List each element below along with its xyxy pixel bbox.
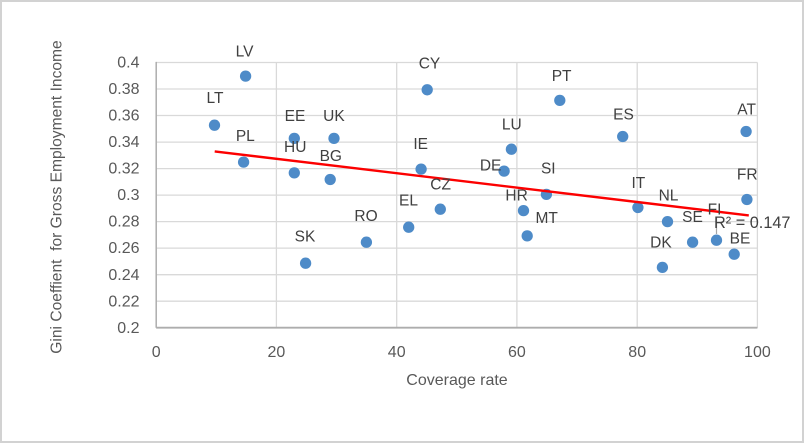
svg-text:20: 20 bbox=[268, 344, 286, 361]
svg-text:SK: SK bbox=[295, 229, 316, 246]
svg-text:PT: PT bbox=[552, 68, 572, 85]
svg-text:EE: EE bbox=[285, 108, 306, 125]
svg-text:CZ: CZ bbox=[430, 177, 451, 194]
svg-text:ES: ES bbox=[613, 107, 634, 124]
svg-text:DK: DK bbox=[650, 234, 672, 251]
svg-text:AT: AT bbox=[737, 102, 756, 119]
svg-text:0.32: 0.32 bbox=[108, 161, 139, 178]
svg-text:HR: HR bbox=[505, 188, 527, 205]
svg-text:NL: NL bbox=[659, 188, 679, 205]
svg-text:0.34: 0.34 bbox=[108, 134, 139, 151]
svg-text:BG: BG bbox=[320, 148, 342, 165]
svg-text:40: 40 bbox=[388, 344, 406, 361]
svg-text:80: 80 bbox=[628, 344, 646, 361]
svg-text:0.4: 0.4 bbox=[117, 55, 139, 72]
svg-text:MT: MT bbox=[536, 210, 559, 227]
svg-text:0.22: 0.22 bbox=[108, 293, 139, 310]
svg-text:0.38: 0.38 bbox=[108, 81, 139, 98]
svg-text:60: 60 bbox=[508, 344, 526, 361]
svg-text:Coverage rate: Coverage rate bbox=[406, 372, 507, 389]
svg-text:LU: LU bbox=[502, 117, 522, 134]
svg-text:0.36: 0.36 bbox=[108, 108, 139, 125]
svg-text:CY: CY bbox=[419, 56, 441, 73]
svg-text:0.24: 0.24 bbox=[108, 267, 139, 284]
svg-text:SI: SI bbox=[541, 161, 556, 178]
svg-text:SE: SE bbox=[682, 209, 703, 226]
svg-text:IE: IE bbox=[413, 136, 428, 153]
svg-text:0.2: 0.2 bbox=[117, 320, 139, 337]
svg-text:FI: FI bbox=[708, 202, 722, 219]
svg-text:LV: LV bbox=[236, 44, 254, 61]
svg-text:0.3: 0.3 bbox=[117, 187, 139, 204]
svg-text:0.26: 0.26 bbox=[108, 240, 139, 257]
svg-text:LT: LT bbox=[207, 90, 224, 107]
svg-text:0.28: 0.28 bbox=[108, 214, 139, 231]
svg-text:Gini Coeffient for Gross Empl: Gini Coeffient for Gross Employment Inco… bbox=[49, 40, 66, 353]
svg-text:0: 0 bbox=[152, 344, 161, 361]
svg-text:PL: PL bbox=[236, 128, 255, 145]
svg-text:R² = 0.147: R² = 0.147 bbox=[714, 214, 790, 232]
svg-text:DE: DE bbox=[480, 157, 502, 174]
svg-text:100: 100 bbox=[744, 344, 771, 361]
svg-text:BE: BE bbox=[730, 230, 751, 247]
svg-text:EL: EL bbox=[399, 193, 418, 210]
svg-text:RO: RO bbox=[354, 208, 377, 225]
svg-text:UK: UK bbox=[323, 108, 345, 125]
svg-text:HU: HU bbox=[284, 139, 306, 156]
svg-text:IT: IT bbox=[632, 175, 646, 192]
svg-text:FR: FR bbox=[737, 167, 758, 184]
